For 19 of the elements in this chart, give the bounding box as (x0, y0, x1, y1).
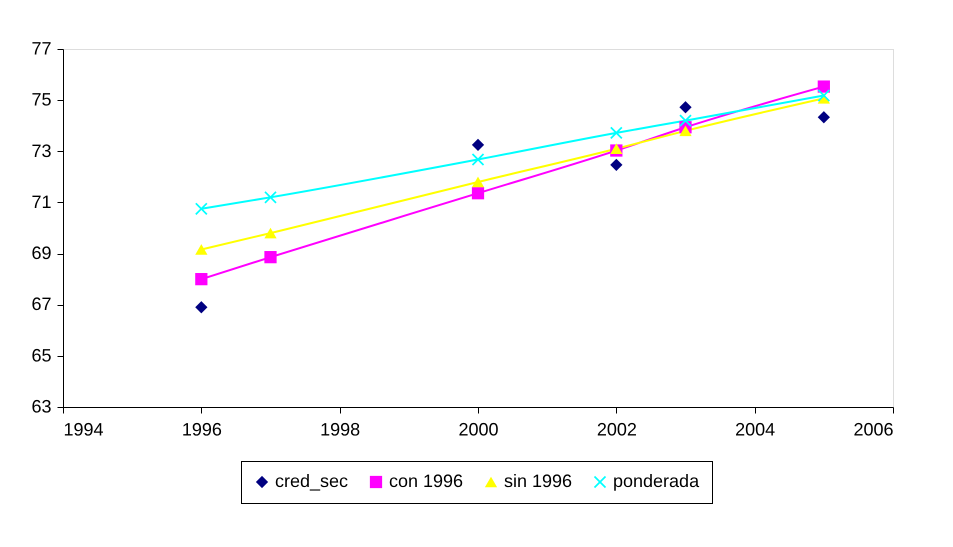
y-tick-label: 75 (31, 90, 52, 110)
y-tick-label: 67 (31, 294, 52, 314)
legend-label: cred_sec (275, 471, 348, 491)
x-tick-label: 1998 (320, 420, 360, 440)
y-tick-label: 77 (31, 38, 52, 58)
x-tick-label: 2006 (853, 420, 894, 440)
x-tick-label: 2000 (458, 420, 499, 440)
y-tick-label: 73 (31, 140, 52, 161)
x-tick-label: 2004 (735, 420, 776, 440)
y-tick-label: 63 (31, 396, 52, 416)
y-tick-label: 71 (31, 192, 52, 212)
x-tick-label: 1996 (182, 420, 222, 440)
legend-label: ponderada (613, 471, 700, 491)
legend-label: con 1996 (389, 471, 464, 491)
x-tick-label: 2002 (596, 420, 637, 440)
legend-label: sin 1996 (504, 471, 572, 491)
y-tick-label: 65 (31, 345, 52, 366)
y-tick-label: 69 (31, 243, 52, 264)
x-tick-label: 1994 (64, 420, 104, 440)
